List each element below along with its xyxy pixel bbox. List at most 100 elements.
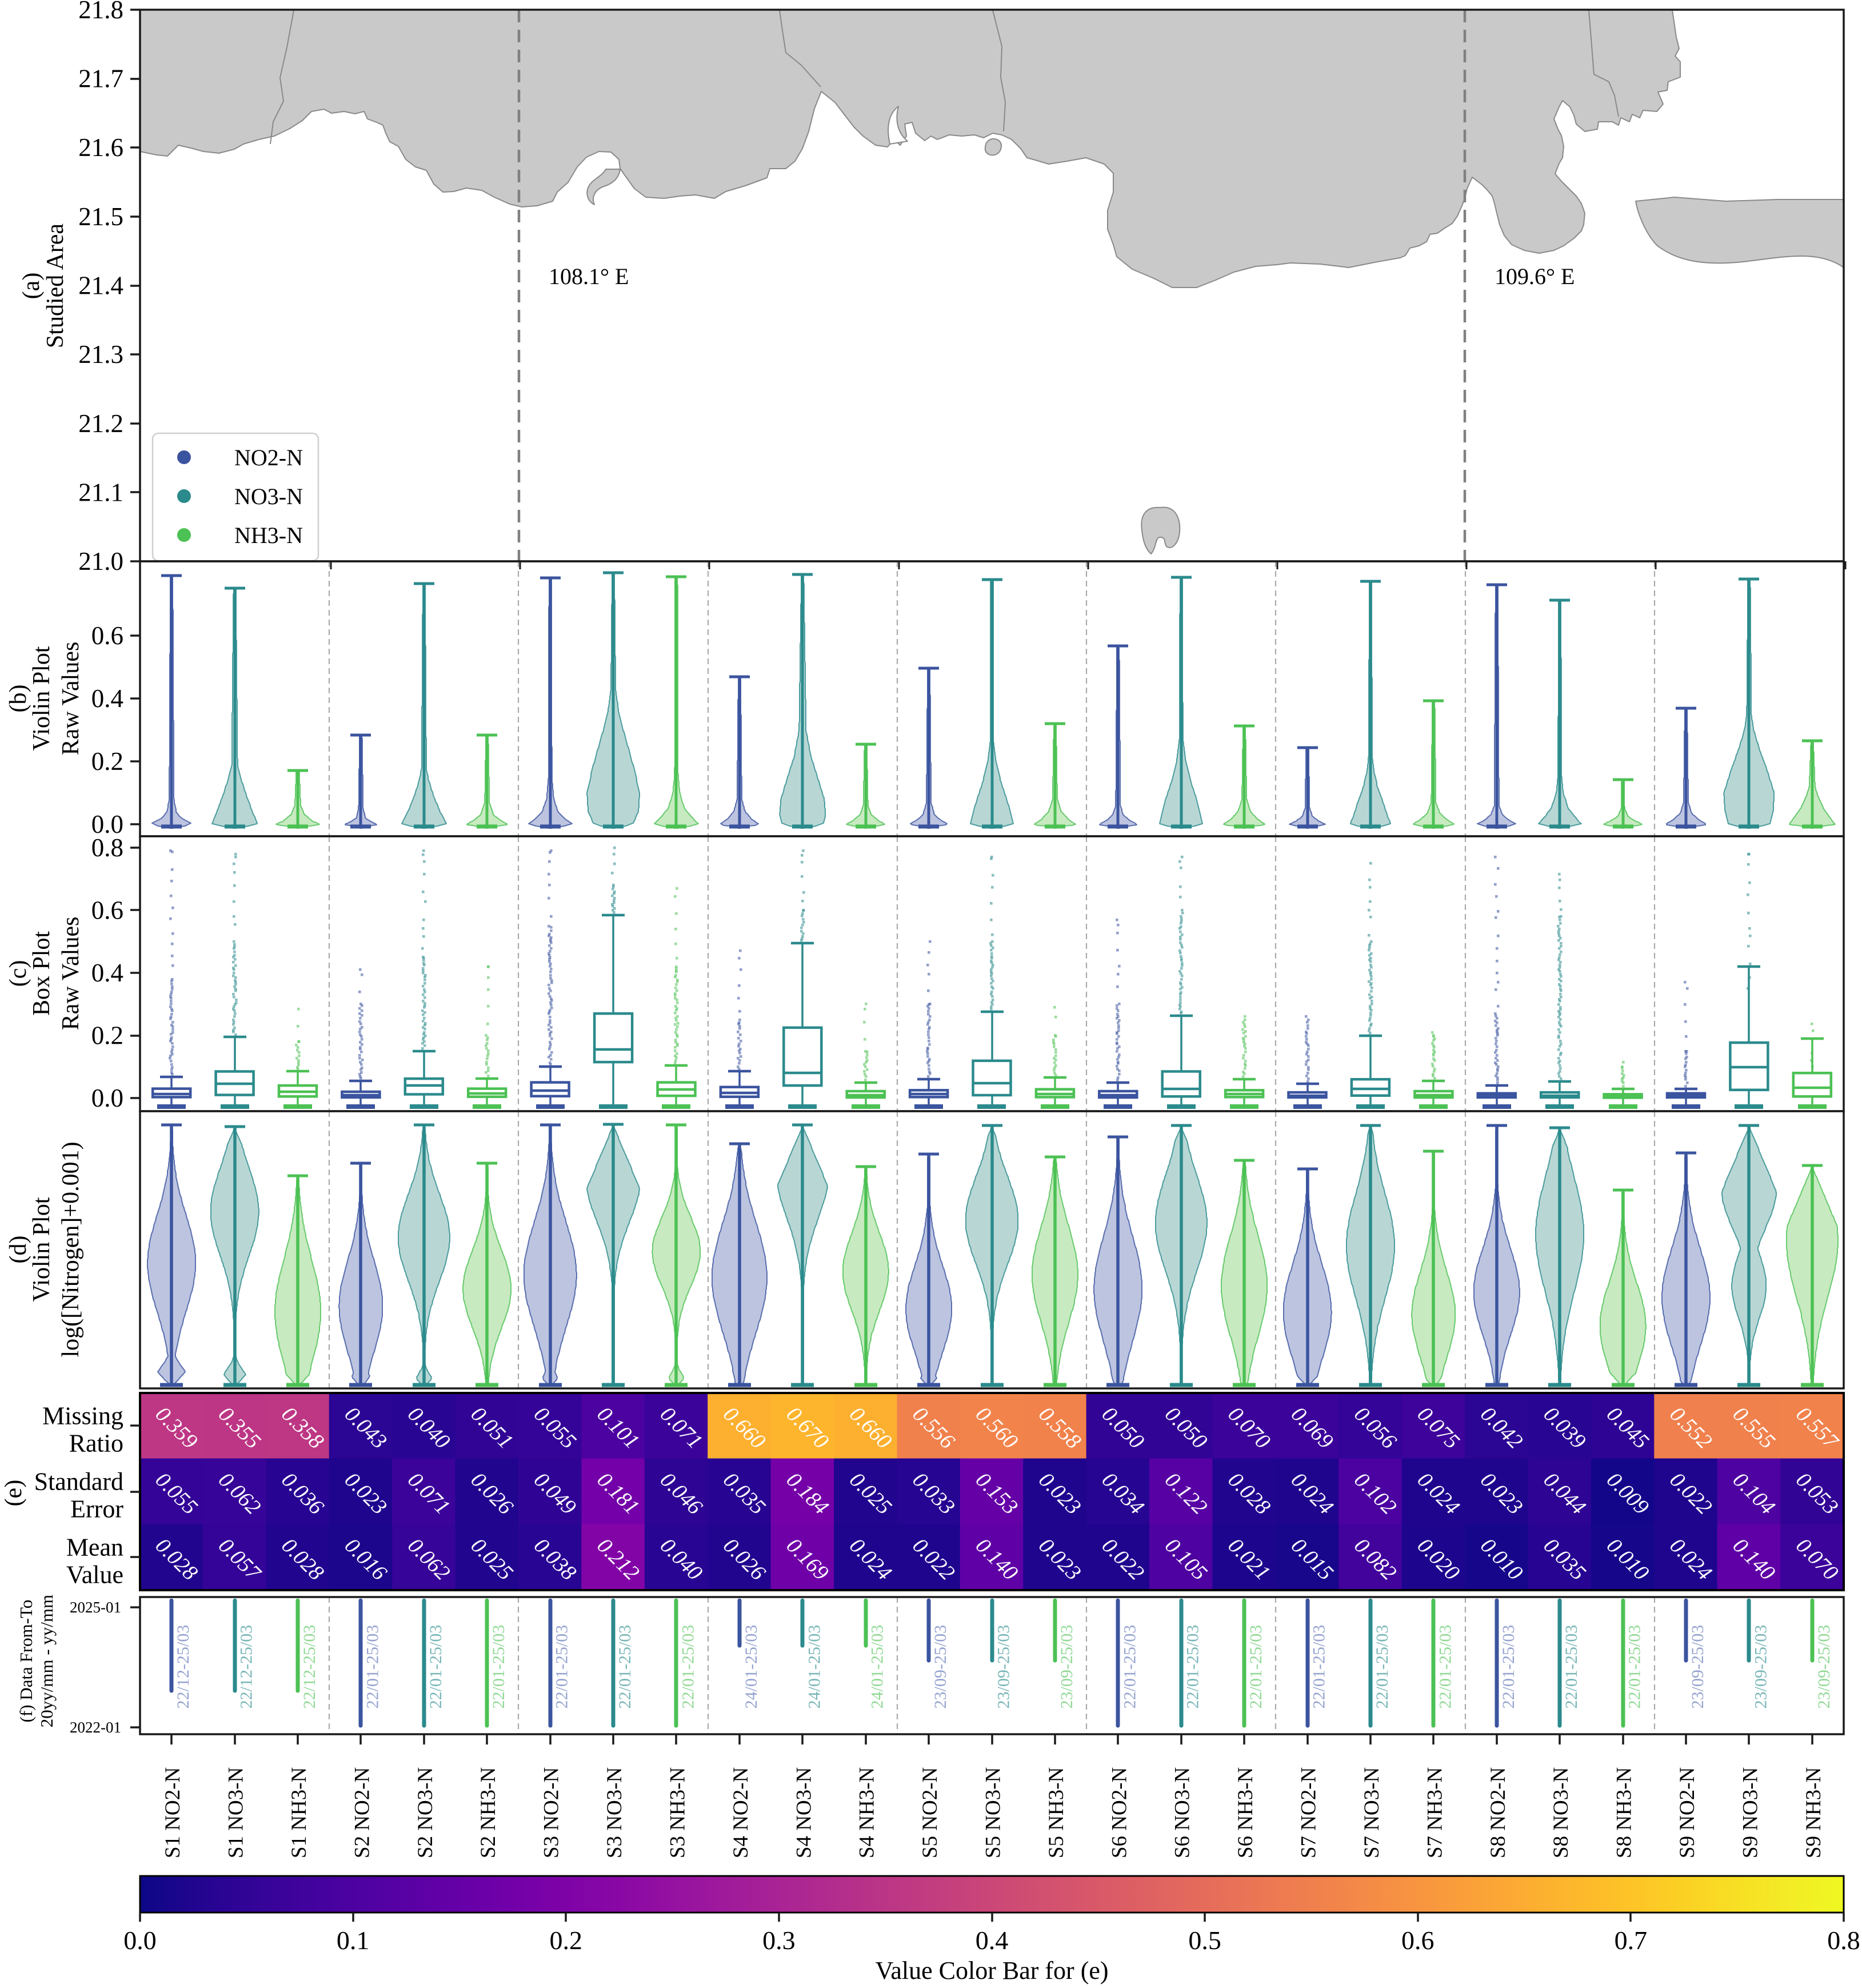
svg-text:Standard: Standard: [34, 1468, 123, 1496]
svg-text:21.5: 21.5: [78, 202, 123, 231]
svg-text:2025-01: 2025-01: [70, 1599, 121, 1616]
svg-text:Studied Area: Studied Area: [42, 223, 69, 348]
svg-text:21.8: 21.8: [78, 0, 123, 24]
svg-text:Mean: Mean: [66, 1534, 123, 1562]
svg-text:S4 NH3-N: S4 NH3-N: [856, 1767, 879, 1858]
svg-text:22/12-25/03: 22/12-25/03: [300, 1625, 319, 1709]
svg-text:23/09-25/03: 23/09-25/03: [1688, 1625, 1707, 1709]
svg-text:21.1: 21.1: [78, 478, 123, 506]
svg-text:S4 NO2-N: S4 NO2-N: [729, 1767, 753, 1858]
svg-text:Missing: Missing: [42, 1402, 123, 1430]
svg-text:(a): (a): [18, 273, 45, 300]
svg-text:S5 NO2-N: S5 NO2-N: [918, 1767, 942, 1858]
svg-text:22/01-25/03: 22/01-25/03: [426, 1625, 445, 1709]
svg-text:22/01-25/03: 22/01-25/03: [1562, 1625, 1581, 1709]
svg-text:S2 NH3-N: S2 NH3-N: [477, 1767, 500, 1858]
svg-text:0.4: 0.4: [976, 1926, 1009, 1955]
svg-text:S3 NO3-N: S3 NO3-N: [603, 1767, 626, 1858]
svg-text:0.1: 0.1: [337, 1926, 370, 1955]
svg-text:S7 NH3-N: S7 NH3-N: [1423, 1767, 1447, 1858]
svg-text:21.3: 21.3: [78, 340, 123, 369]
svg-text:22/01-25/03: 22/01-25/03: [1373, 1625, 1392, 1709]
svg-text:22/01-25/03: 22/01-25/03: [553, 1625, 572, 1709]
svg-text:S2 NO3-N: S2 NO3-N: [414, 1767, 437, 1858]
svg-text:S5 NO3-N: S5 NO3-N: [982, 1767, 1005, 1858]
svg-text:24/01-25/03: 24/01-25/03: [742, 1625, 761, 1709]
svg-text:S6 NO2-N: S6 NO2-N: [1108, 1767, 1131, 1858]
svg-text:0.5: 0.5: [1188, 1926, 1221, 1955]
svg-text:24/01-25/03: 24/01-25/03: [805, 1625, 824, 1709]
svg-text:log([Nitrogen]+0.001): log([Nitrogen]+0.001): [58, 1141, 84, 1357]
svg-text:0.6: 0.6: [1401, 1926, 1435, 1955]
svg-text:(d): (d): [5, 1236, 31, 1264]
svg-text:22/01-25/03: 22/01-25/03: [1184, 1625, 1202, 1709]
svg-text:S9 NO2-N: S9 NO2-N: [1676, 1767, 1699, 1858]
svg-text:24/01-25/03: 24/01-25/03: [868, 1625, 887, 1709]
svg-text:0.6: 0.6: [91, 621, 123, 650]
svg-text:2022-01: 2022-01: [70, 1719, 121, 1736]
svg-text:Ratio: Ratio: [69, 1430, 123, 1458]
svg-text:23/09-25/03: 23/09-25/03: [1815, 1625, 1833, 1709]
svg-text:108.1° E: 108.1° E: [549, 264, 629, 289]
svg-text:0.0: 0.0: [91, 1084, 123, 1112]
svg-text:S4 NO3-N: S4 NO3-N: [792, 1767, 816, 1858]
svg-text:22/12-25/03: 22/12-25/03: [237, 1625, 256, 1709]
svg-text:0.2: 0.2: [91, 747, 123, 776]
svg-text:Violin Plot: Violin Plot: [29, 646, 55, 751]
svg-text:0.8: 0.8: [1827, 1926, 1860, 1955]
svg-text:22/12-25/03: 22/12-25/03: [174, 1625, 193, 1709]
svg-text:S1 NO3-N: S1 NO3-N: [225, 1767, 248, 1858]
svg-text:22/01-25/03: 22/01-25/03: [489, 1625, 508, 1709]
svg-text:21.0: 21.0: [78, 547, 123, 576]
svg-text:S3 NH3-N: S3 NH3-N: [666, 1767, 690, 1858]
svg-text:0.8: 0.8: [91, 833, 123, 862]
svg-text:NO2-N: NO2-N: [234, 445, 303, 470]
svg-text:(b): (b): [5, 685, 31, 713]
svg-text:S1 NH3-N: S1 NH3-N: [287, 1767, 311, 1858]
svg-text:21.2: 21.2: [78, 409, 123, 438]
svg-text:21.4: 21.4: [78, 272, 123, 300]
svg-text:0.2: 0.2: [91, 1021, 123, 1050]
svg-text:S3 NO2-N: S3 NO2-N: [540, 1767, 564, 1858]
svg-text:S7 NO3-N: S7 NO3-N: [1360, 1767, 1384, 1858]
svg-text:S8 NH3-N: S8 NH3-N: [1613, 1767, 1636, 1858]
svg-text:S7 NO2-N: S7 NO2-N: [1297, 1767, 1321, 1858]
svg-text:109.6° E: 109.6° E: [1495, 264, 1575, 289]
svg-text:21.6: 21.6: [78, 133, 123, 162]
svg-text:Raw Values: Raw Values: [58, 917, 84, 1031]
svg-text:22/01-25/03: 22/01-25/03: [679, 1625, 698, 1709]
svg-text:(e): (e): [1, 1480, 27, 1507]
svg-text:Value Color Bar for (e): Value Color Bar for (e): [875, 1957, 1108, 1985]
svg-text:21.7: 21.7: [78, 65, 123, 93]
svg-text:S6 NH3-N: S6 NH3-N: [1234, 1767, 1257, 1858]
svg-text:0.4: 0.4: [91, 684, 123, 713]
svg-text:S9 NH3-N: S9 NH3-N: [1802, 1767, 1825, 1858]
svg-text:0.4: 0.4: [91, 959, 123, 987]
svg-text:NH3-N: NH3-N: [234, 522, 303, 548]
svg-text:S2 NO2-N: S2 NO2-N: [350, 1767, 374, 1858]
svg-text:22/01-25/03: 22/01-25/03: [1499, 1625, 1518, 1709]
svg-text:0.7: 0.7: [1615, 1926, 1648, 1955]
svg-text:22/01-25/03: 22/01-25/03: [1246, 1625, 1265, 1709]
svg-text:0.0: 0.0: [123, 1926, 157, 1955]
svg-text:0.2: 0.2: [549, 1926, 582, 1955]
svg-text:S5 NH3-N: S5 NH3-N: [1045, 1767, 1068, 1858]
svg-text:Raw Values: Raw Values: [58, 642, 84, 756]
svg-text:23/09-25/03: 23/09-25/03: [994, 1625, 1013, 1709]
svg-text:22/01-25/03: 22/01-25/03: [1625, 1625, 1644, 1709]
svg-text:S8 NO3-N: S8 NO3-N: [1549, 1767, 1573, 1858]
svg-text:S8 NO2-N: S8 NO2-N: [1487, 1767, 1510, 1858]
svg-text:S6 NO3-N: S6 NO3-N: [1171, 1767, 1194, 1858]
svg-text:0.3: 0.3: [762, 1926, 796, 1955]
svg-text:22/01-25/03: 22/01-25/03: [1436, 1625, 1455, 1709]
svg-text:(c): (c): [5, 960, 31, 987]
svg-text:22/01-25/03: 22/01-25/03: [1120, 1625, 1139, 1709]
svg-text:23/09-25/03: 23/09-25/03: [1751, 1625, 1770, 1709]
svg-text:S1 NO2-N: S1 NO2-N: [161, 1767, 185, 1858]
svg-text:23/09-25/03: 23/09-25/03: [1057, 1625, 1076, 1709]
svg-text:0.6: 0.6: [91, 896, 123, 925]
svg-text:22/01-25/03: 22/01-25/03: [1310, 1625, 1329, 1709]
svg-text:S9 NO3-N: S9 NO3-N: [1739, 1767, 1762, 1858]
svg-text:Error: Error: [70, 1495, 123, 1523]
svg-text:Box Plot: Box Plot: [29, 931, 55, 1016]
